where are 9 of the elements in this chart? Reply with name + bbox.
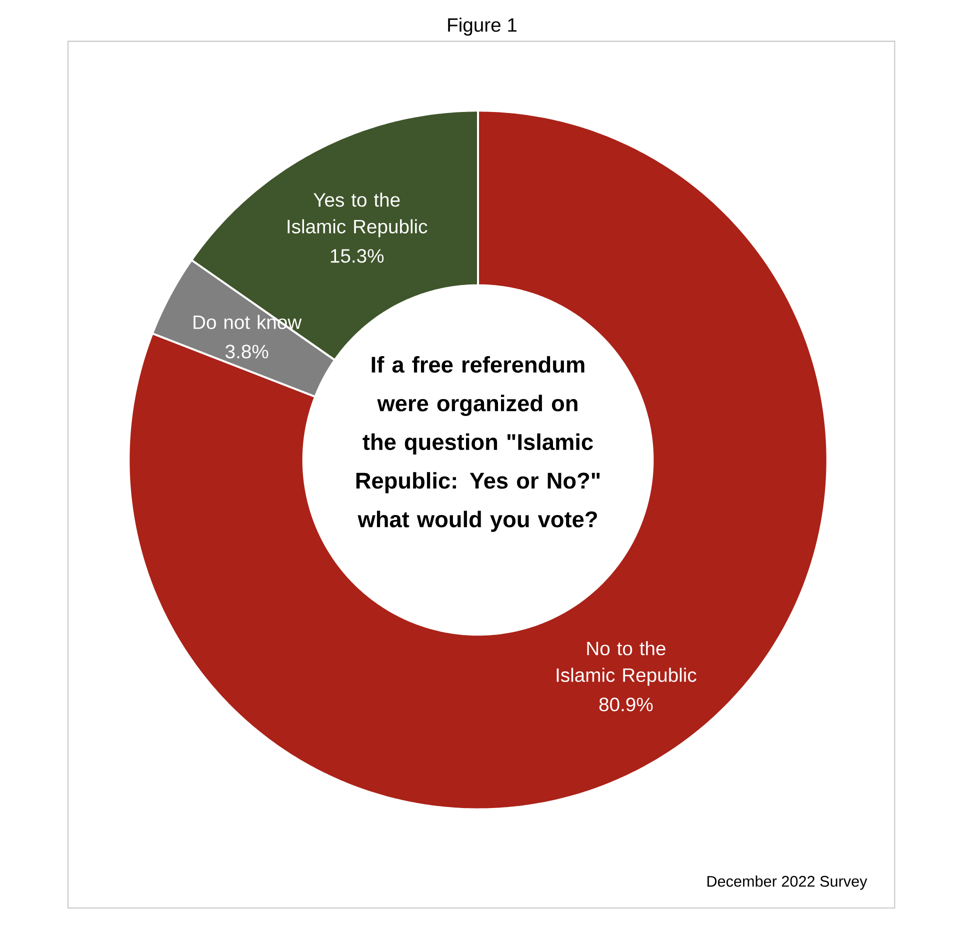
data-label: 3.8% bbox=[226, 344, 268, 358]
slice-label: Yes to the Islamic Republic bbox=[288, 192, 428, 238]
data-label: 80.9% bbox=[599, 698, 653, 712]
text: If a free referendum were organized on the question "Islamic Republic: Yes or No?" what would you vote? bbox=[356, 356, 600, 532]
text: December 2022 Survey bbox=[707, 876, 868, 890]
data-label: 15.3% bbox=[330, 249, 384, 263]
chart-title: Figure 1 bbox=[448, 18, 516, 36]
slice-label: Do not know bbox=[194, 314, 302, 330]
slice-label: No to the Islamic Republic bbox=[556, 641, 696, 686]
